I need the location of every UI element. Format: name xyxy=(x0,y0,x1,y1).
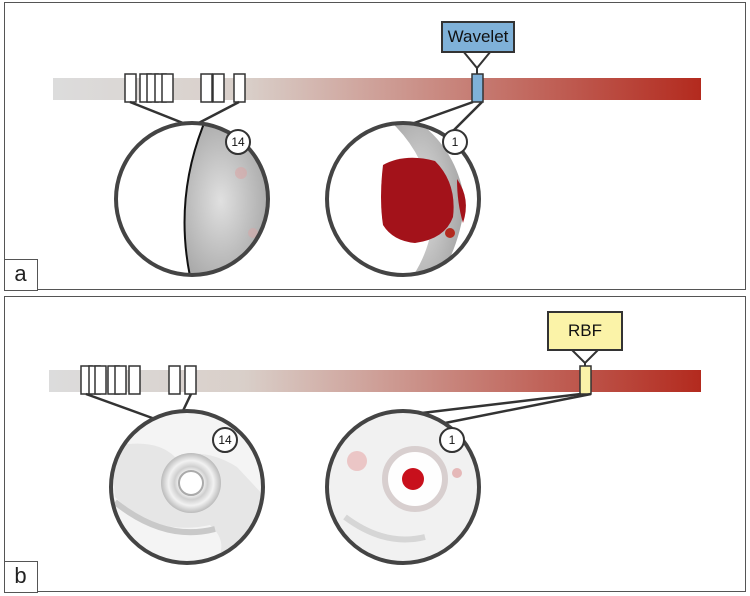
rank-badge-right: 1 xyxy=(439,427,465,453)
rank-markers xyxy=(124,73,246,103)
panel-a-graphics xyxy=(53,50,701,277)
rank-bar xyxy=(49,370,701,392)
rank-markers xyxy=(80,365,197,395)
magnifier-right-icon xyxy=(325,409,481,565)
magnifier-right-icon xyxy=(325,121,481,277)
magnifier-left-icon xyxy=(114,121,270,277)
panel-b: RBF 14 1 b xyxy=(3,296,746,593)
wavelet-label: Wavelet xyxy=(441,21,515,53)
rank-badge-left: 14 xyxy=(212,427,238,453)
rbf-label: RBF xyxy=(547,311,623,351)
panel-tag-b: b xyxy=(3,560,38,593)
wavelet-marker xyxy=(471,73,484,103)
rank-badge-right: 1 xyxy=(442,129,468,155)
rbf-callout xyxy=(570,348,600,365)
magnifier-left-icon xyxy=(109,409,265,565)
panel-tag-a: a xyxy=(3,258,38,291)
magnifier-left-content xyxy=(116,123,268,275)
wavelet-callout xyxy=(462,50,492,70)
magnifier-left-content xyxy=(111,411,263,563)
panel-a: Wavelet 14 1 a xyxy=(3,2,746,291)
rank-badge-left: 14 xyxy=(225,129,251,155)
rbf-marker xyxy=(579,365,592,395)
magnifier-right-content xyxy=(327,123,479,275)
panel-b-graphics xyxy=(49,348,701,565)
